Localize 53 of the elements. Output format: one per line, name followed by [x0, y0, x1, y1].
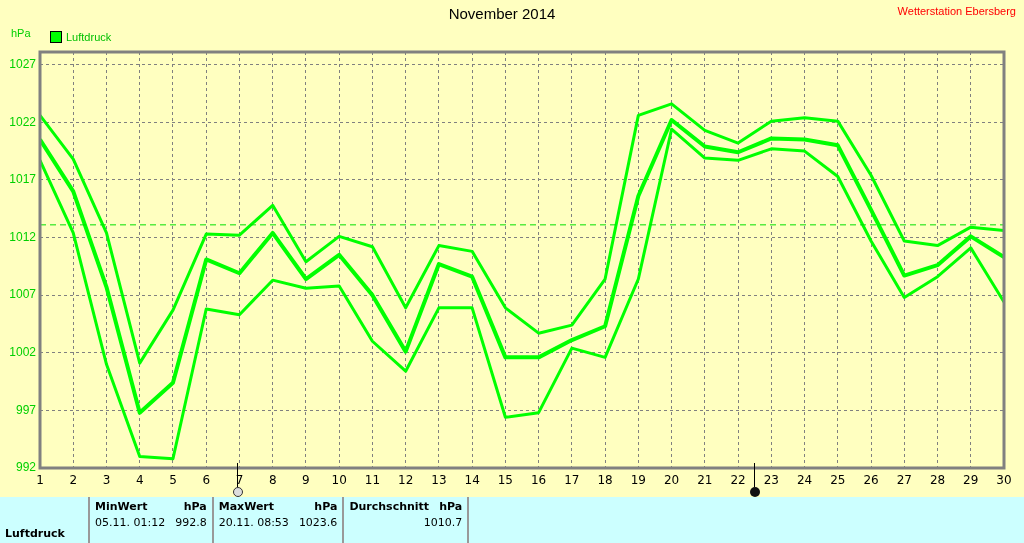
x-tick-label: 14: [464, 473, 480, 488]
text: 1010.7: [423, 516, 463, 529]
x-tick-label: 19: [630, 473, 646, 488]
y-tick-label: 1027: [9, 56, 37, 71]
x-tick-label: 10: [331, 473, 347, 488]
chart-subtitle: Wetterstation Ebersberg: [897, 5, 1016, 17]
x-tick-label: 29: [963, 473, 979, 488]
x-tick-label: 24: [796, 473, 813, 488]
legend-label: Luftdruck: [66, 31, 112, 43]
x-tick-label: 20: [663, 473, 680, 488]
x-tick-label: 21: [697, 473, 713, 488]
x-tick-label: 17: [564, 473, 580, 488]
text: Durchschnitt: [349, 500, 430, 513]
text: hPa: [183, 500, 207, 513]
x-tick-label: 6: [202, 473, 211, 488]
text: 1023.6: [298, 516, 338, 529]
x-tick-label: 16: [530, 473, 547, 488]
x-tick-label: 12: [398, 473, 414, 488]
text: hPa: [314, 500, 338, 513]
text: MaxWert: [218, 500, 275, 513]
y-tick-label: 997: [15, 402, 37, 417]
x-tick-label: 15: [497, 473, 514, 488]
x-tick-label: 27: [896, 473, 912, 488]
x-tick-label: 9: [302, 473, 310, 488]
x-tick-label: 22: [730, 473, 746, 488]
chart-title: November 2014: [448, 5, 556, 23]
x-tick-label: 30: [996, 473, 1012, 488]
x-tick-label: 4: [135, 473, 144, 488]
x-tick-label: 28: [929, 473, 946, 488]
y-tick-label: 1002: [9, 345, 37, 360]
x-tick-label: 23: [763, 473, 779, 488]
x-tick-label: 13: [431, 473, 447, 488]
x-tick-label: 11: [364, 473, 381, 488]
x-tick-label: 18: [597, 473, 613, 488]
x-tick-label: 8: [268, 473, 277, 488]
text: MinWert: [95, 500, 148, 513]
x-tick-label: 26: [863, 473, 879, 488]
x-tick-label: 25: [830, 473, 846, 488]
x-tick-label: 3: [102, 473, 111, 488]
text: 992.8: [175, 516, 207, 529]
x-tick-label: 5: [169, 473, 177, 488]
text: 05.11. 01:12: [95, 516, 166, 529]
text: 20.11. 08:53: [218, 516, 289, 529]
x-tick-label: 2: [69, 473, 78, 488]
text: Luftdruck: [5, 527, 65, 540]
y-tick-label: 1007: [9, 287, 37, 302]
text: hPa: [439, 500, 463, 513]
y-tick-label: 1017: [9, 172, 37, 187]
y-axis-title: hPa: [11, 27, 32, 39]
y-tick-label: 992: [15, 460, 37, 475]
x-tick-label: 1: [36, 473, 44, 488]
y-tick-label: 1012: [9, 229, 37, 244]
y-tick-label: 1022: [9, 114, 37, 129]
